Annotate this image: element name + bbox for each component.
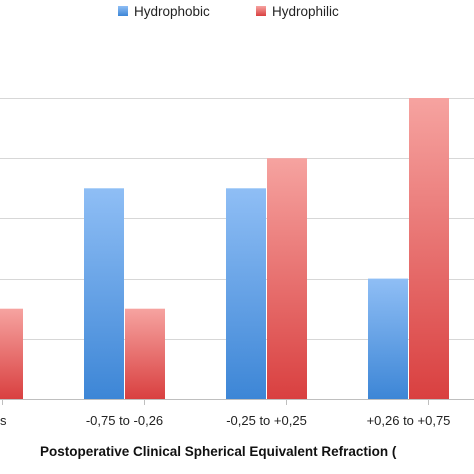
legend-swatch-hydrophilic xyxy=(256,6,266,16)
bars xyxy=(0,98,449,399)
legend-label-hydrophilic: Hydrophilic xyxy=(272,4,339,19)
x-tick-label: -0,75 to -0,26 xyxy=(86,413,163,428)
bar-hydrophilic-0 xyxy=(0,308,23,399)
x-tick-labels: s -0,75 to -0,26 -0,25 to +0,25 +0,26 to +0… xyxy=(0,413,450,428)
legend: Hydrophobic Hydrophilic xyxy=(118,4,339,19)
bar-hydrophilic-1 xyxy=(125,308,165,399)
legend-swatch-hydrophobic xyxy=(118,6,128,16)
bar-hydrophilic-2 xyxy=(267,158,307,399)
x-axis xyxy=(0,399,474,405)
bar-hydrophobic-3 xyxy=(368,278,408,399)
x-tick-label: s xyxy=(0,413,7,428)
x-tick-label: -0,25 to +0,25 xyxy=(226,413,307,428)
bar-hydrophilic-3 xyxy=(409,98,449,399)
bar-hydrophobic-1 xyxy=(84,188,124,399)
legend-label-hydrophobic: Hydrophobic xyxy=(134,4,210,19)
x-axis-title: Postoperative Clinical Spherical Equival… xyxy=(40,444,397,459)
bar-hydrophobic-2 xyxy=(226,188,266,399)
x-tick-label: +0,26 to +0,75 xyxy=(367,413,451,428)
